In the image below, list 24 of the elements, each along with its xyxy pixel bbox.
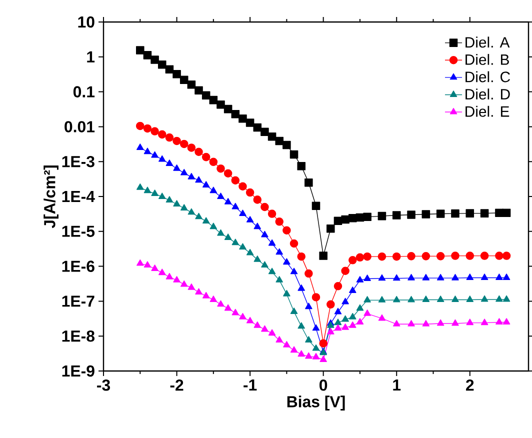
y-axis-title: J[A/cm²] — [44, 166, 58, 228]
x-axis-title: Bias [V] — [287, 396, 345, 411]
y-tick-label: 1E-6 — [62, 260, 94, 272]
legend-label: Diel. E — [466, 106, 510, 117]
y-tick-label: 1E-9 — [62, 365, 94, 377]
y-tick-label: 0.1 — [73, 86, 95, 98]
legend-label: Diel. D — [466, 88, 510, 100]
x-tick-label: -1 — [244, 380, 257, 390]
legend-label: Diel. A — [466, 36, 510, 48]
y-tick-label: 1E-8 — [62, 330, 95, 342]
x-tick-label: 2 — [466, 380, 474, 391]
legend-label: Diel. C — [466, 71, 510, 82]
y-tick-label: 10 — [78, 16, 94, 28]
x-tick-label: 0 — [320, 380, 328, 391]
x-tick-label: -2 — [170, 380, 184, 391]
x-tick-label: -3 — [97, 380, 110, 391]
x-tick-label: 1 — [393, 380, 401, 390]
y-tick-label: 1E-4 — [62, 191, 95, 202]
y-tick-label: 1 — [87, 51, 95, 62]
y-tick-label: 1E-7 — [62, 296, 94, 307]
y-tick-label: 1E-3 — [62, 156, 94, 168]
y-tick-label: 0.01 — [64, 121, 95, 132]
y-tick-label: 1E-5 — [62, 226, 95, 237]
legend-label: Diel. B — [466, 54, 509, 65]
